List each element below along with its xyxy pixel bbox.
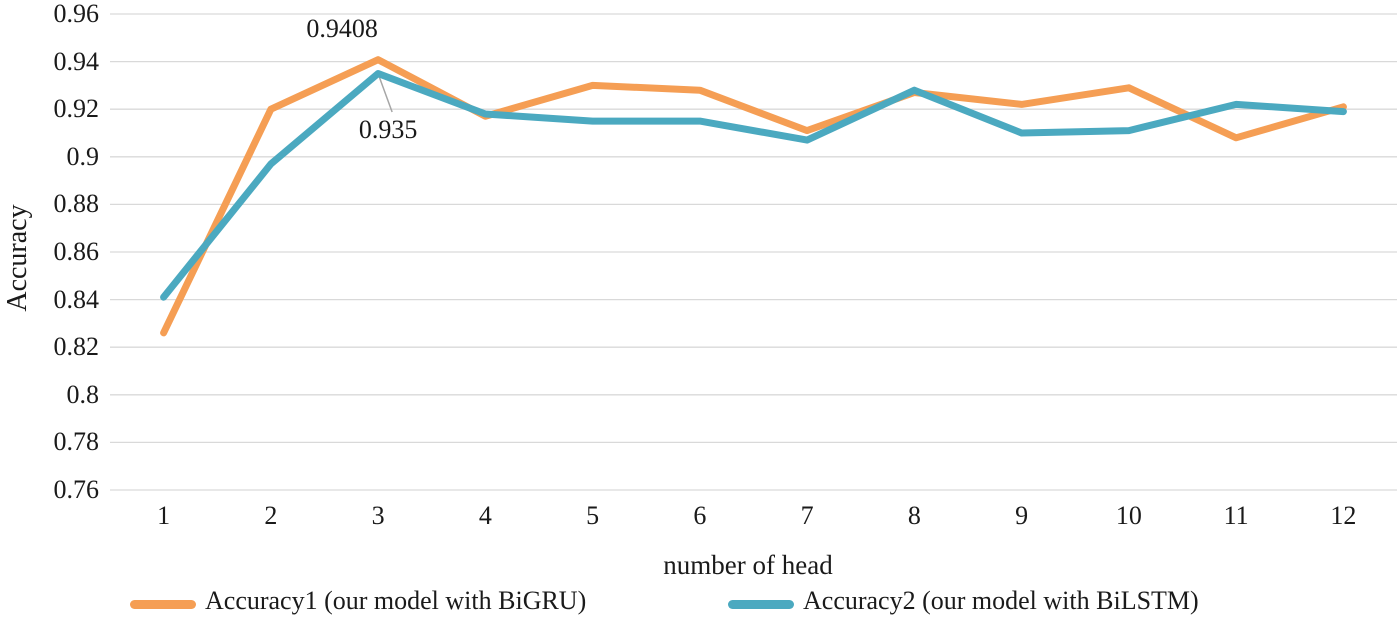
data-label-peak-accuracy1: 0.9408 — [306, 14, 378, 43]
y-tick-label: 0.94 — [53, 46, 100, 76]
x-tick-label: 7 — [800, 501, 814, 530]
y-tick-label: 0.76 — [53, 475, 100, 504]
x-tick-label: 6 — [693, 501, 707, 530]
y-tick-label: 0.88 — [53, 189, 100, 219]
y-tick-label: 0.82 — [53, 332, 100, 362]
series-line-accuracy1-bigru — [160, 56, 1347, 337]
data-label-peak-accuracy2: 0.935 — [358, 115, 418, 144]
y-tick-label: 0.78 — [53, 427, 100, 457]
y-tick-label: 0.96 — [53, 0, 100, 28]
legend-swatch-accuracy2 — [728, 600, 794, 609]
y-tick-label: 0.9 — [66, 141, 100, 171]
x-tick-label: 10 — [1115, 501, 1142, 530]
y-tick-label: 0.92 — [53, 94, 100, 124]
y-tick-label: 0.84 — [53, 284, 100, 314]
x-tick-label: 4 — [478, 501, 492, 530]
series-line-accuracy2-bilstm — [160, 70, 1347, 301]
x-tick-label: 8 — [907, 501, 921, 530]
x-tick-label: 1 — [157, 501, 171, 530]
x-tick-label: 12 — [1330, 501, 1357, 530]
legend-swatch-accuracy1 — [130, 600, 196, 609]
legend-label-accuracy1: Accuracy1 (our model with BiGRU) — [205, 586, 587, 615]
legend-label-accuracy2: Accuracy2 (our model with BiLSTM) — [803, 586, 1199, 615]
x-tick-label: 5 — [586, 501, 600, 530]
gridlines — [110, 13, 1397, 491]
x-axis-title: number of head — [663, 550, 833, 580]
x-tick-label: 9 — [1015, 501, 1029, 530]
y-tick-label: 0.8 — [66, 379, 100, 409]
annotation-leader-line — [378, 76, 393, 113]
x-tick-label: 3 — [371, 501, 385, 530]
x-tick-label: 11 — [1223, 501, 1249, 530]
y-tick-label: 0.86 — [53, 237, 100, 266]
x-tick-label: 2 — [264, 501, 278, 530]
